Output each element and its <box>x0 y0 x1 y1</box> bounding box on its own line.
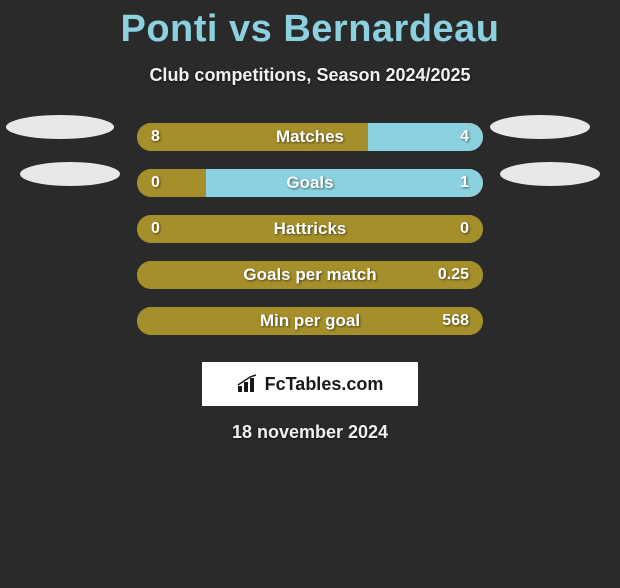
stat-label: Goals <box>286 173 333 193</box>
comparison-row: Min per goal 568 <box>0 298 620 344</box>
subtitle: Club competitions, Season 2024/2025 <box>0 65 620 86</box>
comparison-row: 0 Hattricks 0 <box>0 206 620 252</box>
shadow-ellipse <box>6 115 114 139</box>
stat-bar: Goals per match 0.25 <box>137 261 483 289</box>
value-left: 0 <box>151 174 160 192</box>
shadow-ellipse <box>20 162 120 186</box>
stat-bar: 0 Goals 1 <box>137 169 483 197</box>
value-right: 4 <box>460 128 469 146</box>
stat-bar: 0 Hattricks 0 <box>137 215 483 243</box>
value-right: 1 <box>460 174 469 192</box>
comparison-row: 8 Matches 4 <box>0 114 620 160</box>
bar-segment-right <box>206 169 483 197</box>
comparison-chart: 8 Matches 4 0 Goals 1 0 Hattricks 0 Goals per mat… <box>0 114 620 344</box>
value-right: 568 <box>442 312 469 330</box>
value-right: 0.25 <box>438 266 469 284</box>
page-title: Ponti vs Bernardeau <box>0 8 620 51</box>
brand-label: FcTables.com <box>265 374 384 395</box>
stat-bar: 8 Matches 4 <box>137 123 483 151</box>
comparison-row: 0 Goals 1 <box>0 160 620 206</box>
brand-badge[interactable]: FcTables.com <box>202 362 418 406</box>
stat-label: Goals per match <box>243 265 376 285</box>
date-line: 18 november 2024 <box>0 422 620 443</box>
stat-label: Matches <box>276 127 344 147</box>
comparison-row: Goals per match 0.25 <box>0 252 620 298</box>
stat-label: Hattricks <box>274 219 347 239</box>
stat-bar: Min per goal 568 <box>137 307 483 335</box>
stat-label: Min per goal <box>260 311 360 331</box>
value-left: 0 <box>151 220 160 238</box>
value-left: 8 <box>151 128 160 146</box>
shadow-ellipse <box>490 115 590 139</box>
shadow-ellipse <box>500 162 600 186</box>
bar-chart-icon <box>237 374 259 394</box>
value-right: 0 <box>460 220 469 238</box>
bar-segment-left <box>137 169 206 197</box>
